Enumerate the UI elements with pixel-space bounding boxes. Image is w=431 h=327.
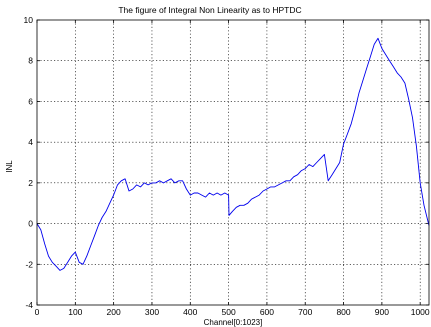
y-axis-label: INL [5,160,14,173]
grid [37,20,429,305]
y-tick-label: 4 [28,137,33,147]
y-tick-label: -2 [25,259,33,269]
x-tick-label: 400 [183,307,197,317]
x-tick-label: 0 [35,307,40,317]
x-tick-label: 500 [221,307,235,317]
chart-title: The figure of Integral Non Linearity as … [118,5,301,15]
y-tick-label: 0 [28,219,33,229]
y-tick-label: 6 [28,96,33,106]
plot-area [36,37,430,271]
x-tick-label: 800 [336,307,350,317]
x-tick-label: 600 [260,307,274,317]
y-tick-label: 8 [28,56,33,66]
x-tick-label: 300 [145,307,159,317]
y-tick-label: 2 [28,178,33,188]
x-tick-label: 1000 [411,307,430,317]
x-axis-label: Channel[0:1023] [204,318,263,327]
x-tick-label: 900 [375,307,389,317]
y-tick-label: 10 [24,15,34,25]
inl-series-line [36,37,430,271]
x-tick-label: 200 [107,307,121,317]
y-tick-label: -4 [25,300,33,310]
x-tick-label: 700 [298,307,312,317]
axes-frame [36,19,430,306]
x-tick-label: 100 [68,307,82,317]
